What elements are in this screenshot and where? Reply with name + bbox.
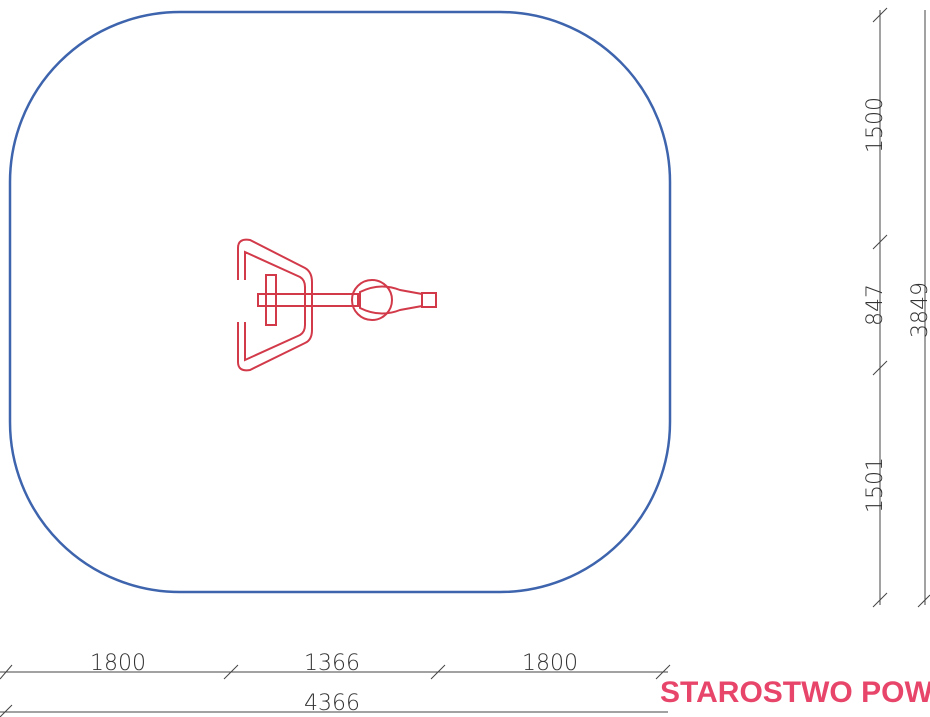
dimension-label: 4366 [304, 691, 360, 716]
dimension-label: 1366 [304, 651, 360, 676]
dimension-label: 3849 [908, 282, 930, 338]
dimension-label: 847 [863, 284, 888, 326]
dimension-label: 1800 [90, 651, 146, 676]
equipment [237, 238, 437, 372]
dimension-label: 1501 [863, 457, 888, 513]
vertical-dimensions: 1500 847 1501 3849 [863, 7, 930, 608]
safety-zone [8, 10, 672, 594]
stamp-title: STAROSTWO POW [660, 676, 930, 709]
horizontal-dimensions: 1800 1366 1800 4366 [0, 651, 671, 717]
dimension-label: 1500 [863, 97, 888, 153]
dimension-label: 1800 [522, 651, 578, 676]
